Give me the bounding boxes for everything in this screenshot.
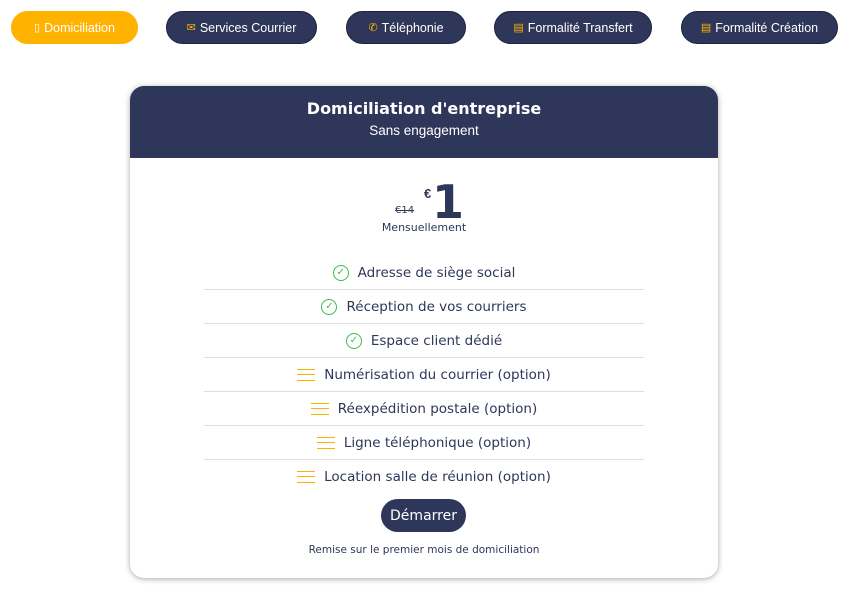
billing-period: Mensuellement	[381, 221, 467, 234]
feature-item: ✓ Adresse de siège social	[204, 256, 644, 290]
mail-icon: ✉	[186, 22, 196, 34]
check-icon: ✓	[345, 332, 362, 349]
price: €14 € 1	[130, 175, 718, 229]
tab-label: Formalité Création	[715, 20, 819, 35]
feature-item: ✓ Réception de vos courriers	[204, 290, 644, 324]
discount-note: Remise sur le premier mois de domiciliat…	[308, 544, 540, 556]
tab-domiciliation[interactable]: ▯ Domiciliation	[11, 11, 138, 44]
tab-telephonie[interactable]: ✆ Téléphonie	[346, 11, 466, 44]
document-icon: ▤	[700, 22, 712, 34]
feature-list: ✓ Adresse de siège social ✓ Réception de v…	[204, 256, 644, 493]
feature-label: Adresse de siège social	[357, 264, 516, 281]
feature-label: Ligne téléphonique (option)	[343, 434, 532, 451]
menu-lines-icon	[297, 368, 316, 381]
feature-label: Location salle de réunion (option)	[324, 468, 551, 485]
document-icon: ▤	[513, 22, 524, 34]
building-icon: ▯	[34, 22, 41, 34]
feature-item: Location salle de réunion (option)	[204, 460, 644, 493]
menu-lines-icon	[297, 470, 316, 483]
tab-formalite-transfert[interactable]: ▤ Formalité Transfert	[494, 11, 652, 44]
feature-label: Réception de vos courriers	[346, 298, 527, 315]
feature-item: Ligne téléphonique (option)	[204, 426, 644, 460]
feature-item: Réexpédition postale (option)	[204, 392, 644, 426]
currency: €	[424, 186, 432, 201]
check-icon: ✓	[321, 298, 338, 315]
tab-label: Téléphonie	[381, 20, 444, 35]
tab-bar: ▯ Domiciliation ✉ Services Courrier ✆ Télép…	[0, 11, 849, 45]
menu-lines-icon	[310, 402, 329, 415]
tab-label: Domiciliation	[44, 20, 115, 35]
pricing-card: Domiciliation d'entreprise Sans engageme…	[130, 86, 718, 578]
feature-label: Numérisation du courrier (option)	[324, 366, 551, 383]
feature-label: Réexpédition postale (option)	[337, 400, 538, 417]
menu-lines-icon	[316, 436, 335, 449]
card-subtitle: Sans engagement	[369, 123, 479, 138]
price-value: 1	[432, 175, 465, 229]
tab-formalite-creation[interactable]: ▤ Formalité Création	[681, 11, 838, 44]
card-header: Domiciliation d'entreprise Sans engageme…	[130, 86, 718, 158]
tab-label: Formalité Transfert	[527, 20, 633, 35]
tab-services-courrier[interactable]: ✉ Services Courrier	[166, 11, 317, 44]
old-price: €14	[395, 205, 415, 216]
feature-item: ✓ Espace client dédié	[204, 324, 644, 358]
card-title: Domiciliation d'entreprise	[306, 99, 542, 118]
start-button[interactable]: Démarrer	[381, 499, 466, 532]
feature-item: Numérisation du courrier (option)	[204, 358, 644, 392]
feature-label: Espace client dédié	[370, 332, 503, 349]
check-icon: ✓	[332, 264, 349, 281]
tab-label: Services Courrier	[199, 20, 297, 35]
phone-icon: ✆	[368, 22, 378, 34]
